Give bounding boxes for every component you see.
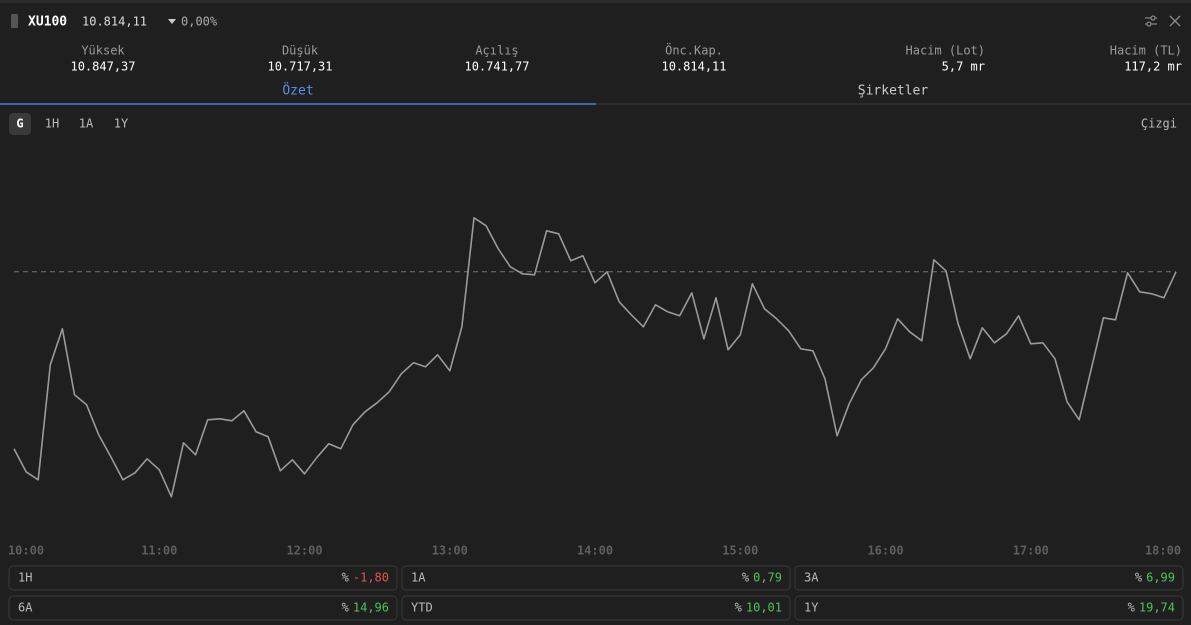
x-tick-label: 18:00 bbox=[1145, 544, 1181, 558]
price-line bbox=[13, 217, 1177, 498]
chart: 10:00 11:00 12:00 13:00 14:00 15:00 16:00 17:00… bbox=[8, 217, 1181, 558]
stat-label: Düşük bbox=[282, 44, 319, 58]
tab[interactable]: Şirketler bbox=[858, 84, 929, 99]
performance-unit: % bbox=[1135, 571, 1143, 585]
performance-unit: % bbox=[1128, 601, 1136, 615]
periods: G 1H 1A 1Y bbox=[16, 117, 129, 131]
stat-value: 10.741,77 bbox=[464, 60, 529, 74]
stat-value: 117,2 mr bbox=[1124, 60, 1182, 74]
x-tick-label: 16:00 bbox=[867, 544, 903, 558]
period-button[interactable]: 1H bbox=[45, 117, 59, 131]
close-button[interactable] bbox=[1169, 15, 1181, 27]
x-tick-label: 17:00 bbox=[1013, 544, 1049, 558]
settings-button[interactable] bbox=[1145, 15, 1157, 27]
x-tick-label: 13:00 bbox=[432, 544, 468, 558]
price: 10.814,11 bbox=[82, 15, 147, 29]
symbol: XU100 bbox=[28, 15, 67, 30]
performance-label: 6A bbox=[18, 601, 33, 615]
performance-label: 3A bbox=[804, 571, 819, 585]
performance: 1H -1,80% 1A 0,79% 3A 6,99%6A 14,96% YTD 10,01% 1… bbox=[8, 565, 1184, 621]
stat-value: 5,7 mr bbox=[942, 60, 985, 74]
performance-label: YTD bbox=[411, 601, 433, 615]
performance-unit: % bbox=[735, 601, 743, 615]
performance-label: 1A bbox=[411, 571, 426, 585]
performance-label: 1H bbox=[18, 571, 32, 585]
performance-value: 0,79 bbox=[753, 571, 782, 585]
stat-label: Hacim (TL) bbox=[1110, 44, 1182, 58]
x-tick-label: 10:00 bbox=[8, 544, 44, 558]
performance-box bbox=[794, 595, 1184, 621]
tab-active[interactable]: Özet bbox=[282, 82, 313, 99]
performance-label: 1Y bbox=[804, 601, 819, 615]
period-button[interactable]: G bbox=[16, 117, 23, 131]
stat-label: Hacim (Lot) bbox=[906, 44, 985, 58]
stats: Yüksek 10.847,37 Düşük 10.717,31 Açılış 10.74… bbox=[70, 42, 1182, 74]
performance-box bbox=[794, 565, 1184, 591]
performance-value: -1,80 bbox=[353, 571, 389, 585]
stat-value: 10.717,31 bbox=[267, 60, 332, 74]
change: 0,00% bbox=[181, 15, 218, 29]
performance-value: 10,01 bbox=[746, 601, 782, 615]
performance-value: 19,74 bbox=[1139, 601, 1175, 615]
performance-value: 14,96 bbox=[353, 601, 389, 615]
symbol-icon bbox=[11, 14, 18, 28]
change-arrow bbox=[168, 19, 176, 24]
stat-label: Önc.Kap. bbox=[665, 42, 723, 58]
x-tick-label: 11:00 bbox=[141, 544, 177, 558]
x-tick-label: 12:00 bbox=[286, 544, 322, 558]
stat-value: 10.814,11 bbox=[661, 60, 726, 74]
x-tick-label: 14:00 bbox=[577, 544, 613, 558]
performance-unit: % bbox=[742, 571, 750, 585]
performance-unit: % bbox=[342, 571, 350, 585]
performance-box bbox=[401, 595, 791, 621]
chart-style[interactable]: Çizgi bbox=[1141, 117, 1177, 131]
top-bar bbox=[0, 0, 1191, 3]
period-selected-bg bbox=[9, 113, 31, 135]
stat-value: 10.847,37 bbox=[70, 60, 135, 74]
stat-label: Açılış bbox=[475, 44, 518, 58]
performance-value: 6,99 bbox=[1146, 571, 1175, 585]
stat-label: Yüksek bbox=[81, 44, 125, 58]
performance-unit: % bbox=[342, 601, 350, 615]
performance-box bbox=[401, 565, 791, 591]
performance-box bbox=[8, 565, 398, 591]
period-button[interactable]: 1Y bbox=[114, 117, 129, 131]
period-button[interactable]: 1A bbox=[79, 117, 94, 131]
x-tick-label: 15:00 bbox=[722, 544, 758, 558]
performance-box bbox=[8, 595, 398, 621]
